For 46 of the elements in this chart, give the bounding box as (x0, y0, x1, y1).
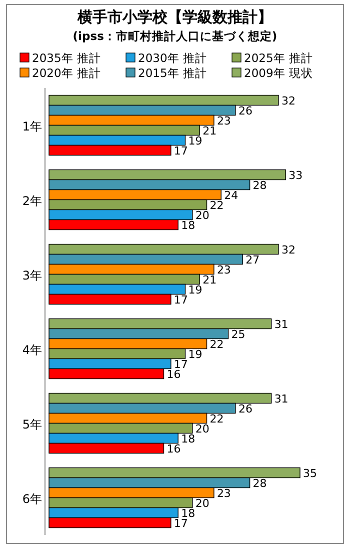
y-tick-label: 4年 (22, 342, 42, 357)
data-label: 16 (166, 442, 181, 456)
chart-subtitle: (ipss：市町村推計人口に基づく想定) (72, 29, 278, 43)
data-label: 31 (274, 318, 288, 331)
data-label: 21 (202, 124, 217, 138)
legend-label: 2015年 推計 (138, 66, 207, 80)
legend-label: 2025年 推計 (244, 51, 313, 65)
data-label: 32 (281, 243, 296, 256)
data-label: 26 (238, 402, 252, 416)
data-label: 25 (231, 328, 246, 341)
data-label: 22 (210, 338, 224, 351)
y-tick-label: 6年 (22, 492, 42, 506)
y-tick-label: 3年 (22, 268, 42, 282)
data-label: 27 (246, 253, 260, 266)
data-label: 17 (174, 293, 188, 306)
legend-label: 2009年 現状 (244, 66, 313, 80)
legend-label: 2030年 推計 (138, 51, 207, 65)
data-label: 17 (174, 144, 188, 158)
data-label: 19 (188, 134, 202, 148)
data-label: 21 (202, 273, 217, 286)
data-label: 19 (188, 348, 202, 361)
y-tick-label: 1年 (22, 119, 42, 134)
data-label: 22 (210, 412, 224, 426)
data-label: 20 (195, 208, 210, 222)
data-label: 33 (288, 168, 303, 182)
legend-label: 2035年 推計 (32, 51, 101, 65)
y-tick-label: 2年 (22, 194, 42, 208)
data-label: 23 (216, 486, 231, 500)
data-label: 32 (281, 94, 296, 108)
data-label: 28 (252, 476, 267, 490)
data-label: 19 (188, 283, 202, 296)
y-tick-label: 5年 (22, 417, 42, 432)
data-label: 28 (252, 178, 267, 192)
data-label: 35 (303, 466, 317, 480)
legend-label: 2020年 推計 (32, 66, 101, 80)
data-label: 31 (274, 392, 288, 406)
data-label: 26 (238, 104, 252, 118)
data-label: 18 (181, 218, 196, 232)
data-label: 22 (210, 198, 224, 212)
chart-title: 横手市小学校【学級数推計】 (76, 8, 272, 26)
data-label: 20 (195, 422, 210, 436)
data-label: 23 (216, 114, 231, 128)
data-label: 20 (195, 496, 210, 510)
data-label: 23 (216, 263, 231, 276)
data-label: 24 (224, 188, 238, 202)
data-label: 18 (181, 432, 196, 446)
